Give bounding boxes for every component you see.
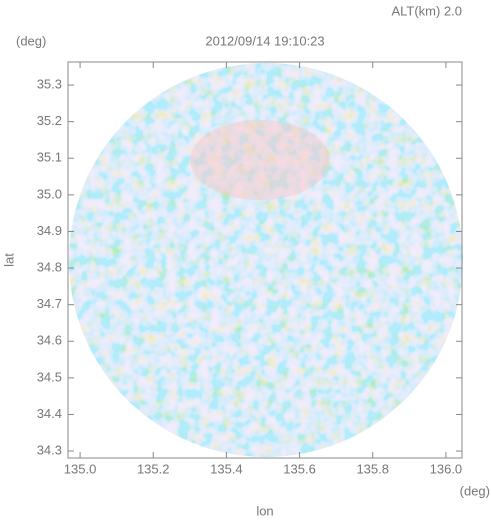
radar-patch (190, 120, 330, 200)
y-tick-label: 34.3 (37, 442, 62, 457)
x-tick-label: 135.4 (210, 461, 243, 476)
x-unit: (deg) (460, 483, 490, 498)
y-tick-label: 35.1 (37, 150, 62, 165)
y-tick-label: 34.8 (37, 259, 62, 274)
y-axis-label: lat (1, 253, 16, 267)
y-unit: (deg) (16, 33, 46, 48)
y-tick-label: 34.5 (37, 369, 62, 384)
y-tick-label: 34.7 (37, 296, 62, 311)
annotation: ALT(km) 2.0 (391, 3, 462, 18)
x-tick-label: 135.2 (137, 461, 170, 476)
x-tick-label: 135.0 (64, 461, 97, 476)
x-tick-label: 135.8 (356, 461, 389, 476)
y-tick-label: 35.3 (37, 76, 62, 91)
chart-title: 2012/09/14 19:10:23 (205, 33, 324, 48)
radar-field (69, 63, 463, 457)
y-tick-label: 35.0 (37, 186, 62, 201)
x-axis-label: lon (256, 503, 273, 518)
y-tick-label: 34.4 (37, 406, 62, 421)
x-tick-label: 136.0 (430, 461, 463, 476)
y-tick-label: 34.9 (37, 223, 62, 238)
y-tick-label: 35.2 (37, 113, 62, 128)
x-tick-label: 135.6 (283, 461, 316, 476)
plot-frame (67, 61, 463, 459)
y-tick-label: 34.6 (37, 333, 62, 348)
